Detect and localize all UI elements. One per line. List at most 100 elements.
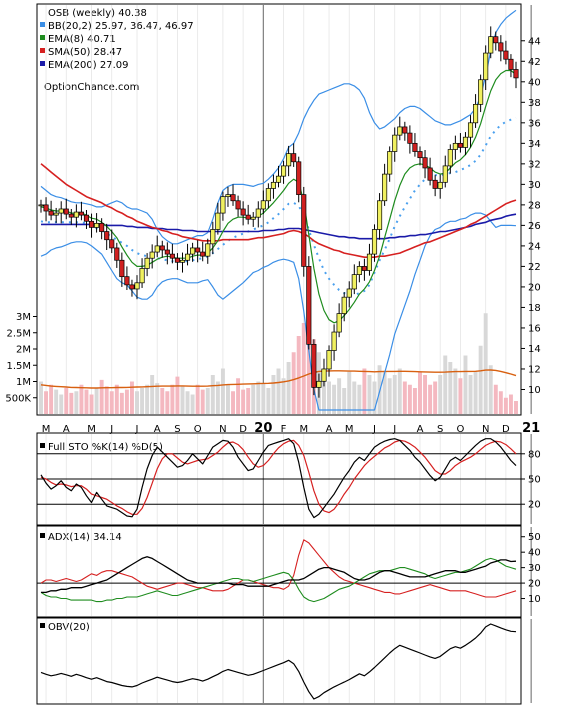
volume-bar bbox=[271, 375, 276, 414]
volume-bar bbox=[241, 389, 246, 414]
price-tick-label: 38 bbox=[528, 98, 541, 109]
price-tick-label: 18 bbox=[528, 303, 541, 314]
candle-down bbox=[498, 42, 504, 52]
volume-bar bbox=[94, 388, 99, 414]
candle-down bbox=[245, 214, 251, 220]
volume-bar bbox=[478, 345, 483, 414]
volume-bar bbox=[448, 362, 453, 414]
candle-up bbox=[190, 247, 196, 255]
volume-bar bbox=[225, 384, 230, 414]
month-label-j: J bbox=[135, 424, 139, 435]
stoch-d-line bbox=[40, 439, 517, 515]
candle-down bbox=[104, 231, 110, 241]
candle-up bbox=[331, 331, 337, 351]
candle-up bbox=[38, 204, 44, 207]
month-label-a: A bbox=[417, 424, 424, 435]
candle-up bbox=[346, 288, 352, 298]
volume-bar bbox=[423, 375, 428, 414]
candle-down bbox=[68, 213, 74, 218]
candle-up bbox=[447, 149, 453, 167]
candle-up bbox=[184, 253, 191, 261]
month-label-m: M bbox=[87, 424, 96, 435]
candle-up bbox=[397, 126, 403, 136]
month-label-j: J bbox=[392, 424, 396, 435]
month-label-a: A bbox=[326, 424, 333, 435]
candle-up bbox=[442, 165, 448, 183]
volume-bar bbox=[468, 375, 473, 414]
price-tick-label: 32 bbox=[528, 159, 541, 170]
volume-bar bbox=[210, 375, 215, 414]
obv-line bbox=[40, 623, 517, 700]
volume-bar bbox=[488, 365, 493, 414]
legend-swatch-bb bbox=[40, 22, 45, 27]
adx-tick-label: 40 bbox=[528, 548, 541, 559]
volume-bar bbox=[291, 352, 296, 414]
candle-up bbox=[270, 181, 276, 189]
candle-down bbox=[129, 284, 135, 290]
month-label-20: 20 bbox=[254, 421, 272, 436]
candle-down bbox=[88, 220, 95, 228]
candle-up bbox=[488, 36, 494, 54]
price-tick-label: 28 bbox=[528, 200, 541, 211]
price-tick-label: 12 bbox=[528, 364, 541, 375]
candle-up bbox=[478, 79, 484, 105]
volume-bar bbox=[418, 371, 422, 414]
candle-down bbox=[99, 222, 105, 232]
candle-up bbox=[316, 380, 322, 388]
volume-bar bbox=[84, 389, 89, 414]
month-label-m: M bbox=[42, 424, 51, 435]
candle-down bbox=[119, 259, 125, 278]
candle-up bbox=[205, 243, 211, 257]
volume-bar bbox=[397, 368, 402, 414]
price-tick-label: 10 bbox=[528, 385, 541, 396]
volume-bar bbox=[322, 375, 326, 414]
month-label-d: D bbox=[239, 424, 247, 435]
volume-bar bbox=[296, 336, 301, 414]
volume-bar bbox=[79, 384, 84, 414]
stoch-tick-label: 80 bbox=[528, 449, 541, 460]
candle-up bbox=[452, 142, 458, 150]
price-tick-label: 44 bbox=[528, 36, 541, 47]
volume-bar bbox=[135, 391, 139, 414]
volume-bar bbox=[64, 388, 69, 414]
volume-bar bbox=[236, 378, 241, 414]
candle-down bbox=[311, 344, 317, 388]
legend-swatch-sma50 bbox=[40, 48, 45, 53]
volume-bar bbox=[382, 371, 387, 414]
price-tick-label: 30 bbox=[528, 180, 541, 191]
candle-down bbox=[513, 69, 519, 79]
candle-down bbox=[493, 36, 499, 44]
bb-middle-line bbox=[40, 117, 517, 297]
candle-down bbox=[306, 266, 312, 345]
volume-bar bbox=[443, 355, 448, 414]
volume-bar bbox=[140, 388, 145, 414]
adx-line bbox=[41, 556, 517, 594]
volume-tick-label: 3M bbox=[16, 312, 31, 323]
candle-up bbox=[336, 313, 342, 333]
stoch-k-line bbox=[40, 438, 517, 519]
candle-down bbox=[240, 208, 246, 216]
volume-bar bbox=[483, 313, 488, 414]
month-label-s: S bbox=[174, 424, 180, 435]
volume-bar bbox=[114, 384, 119, 414]
volume-bar bbox=[185, 391, 190, 414]
candle-up bbox=[215, 212, 221, 230]
main-legend-bb: BB(20,2) 25.97, 36.47, 46.97 bbox=[48, 21, 194, 32]
candle-up bbox=[483, 52, 489, 81]
stoch-tick-label: 20 bbox=[528, 500, 541, 511]
volume-bar bbox=[266, 388, 271, 414]
price-tick-label: 34 bbox=[528, 139, 541, 150]
candle-down bbox=[63, 208, 69, 215]
candle-up bbox=[377, 200, 383, 230]
volume-bar bbox=[129, 381, 134, 414]
volume-bar bbox=[109, 391, 114, 414]
volume-tick-label: 500K bbox=[5, 393, 31, 404]
volume-bar bbox=[59, 394, 64, 414]
volume-bar bbox=[493, 384, 498, 414]
obv-legend: OBV(20) bbox=[48, 622, 90, 633]
volume-bar bbox=[337, 378, 342, 414]
price-tick-label: 42 bbox=[528, 57, 541, 68]
volume-bar bbox=[124, 389, 129, 414]
candle-up bbox=[144, 257, 150, 269]
